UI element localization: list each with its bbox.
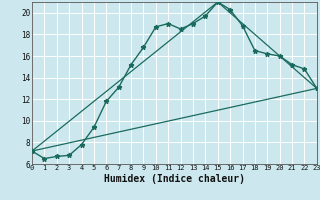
X-axis label: Humidex (Indice chaleur): Humidex (Indice chaleur) [104, 174, 245, 184]
